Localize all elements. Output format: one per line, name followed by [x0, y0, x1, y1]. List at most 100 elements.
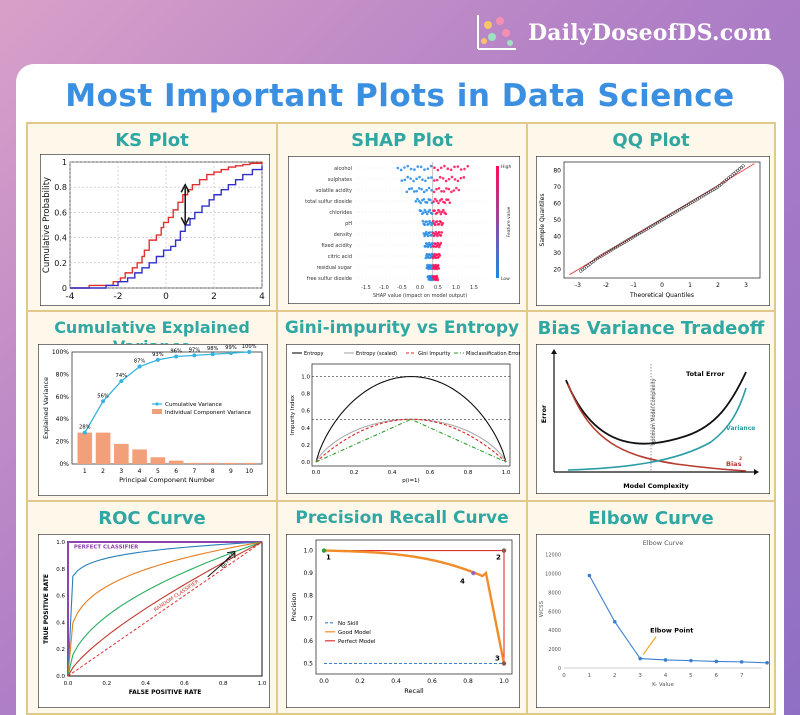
y-tick-label: 100%	[52, 349, 69, 356]
gini-plot: 0.0 0.2 0.4 0.6 0.8 1.0 0.0 0.2 0.4 0.6 0.8 1.0 p(i=…	[286, 344, 520, 494]
shap-point	[437, 267, 441, 270]
elbow-point	[689, 658, 693, 663]
y-axis-label: Sample Quantiles	[539, 194, 546, 247]
shap-point	[447, 187, 451, 191]
shap-point	[436, 168, 440, 172]
annotation-arrow	[642, 636, 657, 655]
shap-point	[430, 188, 433, 192]
arrow-head	[754, 469, 759, 475]
y-axis-label: Explained Variance	[42, 377, 50, 439]
shap-point	[420, 187, 423, 191]
shap-point	[419, 201, 422, 205]
x-tick-label: 1.0	[452, 285, 460, 291]
shap-point	[432, 179, 436, 182]
shap-point	[422, 211, 425, 214]
shap-point	[459, 168, 463, 171]
x-tick-label: 4	[664, 673, 668, 679]
shap-point	[403, 166, 406, 169]
qq-point	[613, 245, 618, 250]
shap-point	[428, 208, 432, 212]
y-tick-label: 80%	[56, 371, 70, 378]
qq-point	[659, 218, 663, 223]
y-tick-label: 0.4	[54, 234, 67, 243]
x-tick-label: 0.8	[464, 470, 473, 476]
shap-point	[445, 187, 448, 190]
x-tick-label: 0.0	[416, 285, 424, 291]
shap-point	[447, 177, 451, 181]
bias-variance-plot: Model Complexity Error Optimum Model Compl…	[536, 344, 770, 494]
x-tick-label: 0.6	[427, 678, 437, 685]
qq-point	[697, 196, 702, 200]
data-label: 56%	[97, 393, 109, 399]
x-tick-label: 5	[689, 673, 693, 679]
y-axis-label: WCSS	[539, 600, 545, 617]
y-tick-label: 0.6	[301, 409, 310, 415]
shap-point	[410, 187, 414, 190]
y-axis-label: Precision	[290, 592, 298, 621]
shap-point	[439, 212, 443, 216]
point-label: 3	[495, 654, 500, 662]
legend-label: Entropy	[304, 351, 323, 357]
x-tick-label: 0	[660, 282, 664, 289]
shap-point	[439, 234, 443, 237]
shap-plot: alcohol sulphates volatile acidity total su…	[288, 156, 520, 304]
qq-point	[602, 252, 607, 256]
qq-point	[653, 222, 658, 226]
x-tick-label: -2	[603, 282, 609, 289]
shap-point	[424, 245, 427, 248]
shap-point	[430, 233, 433, 237]
shap-point	[450, 190, 453, 194]
y-axis-label: TRUE POSITIVE RATE	[43, 574, 50, 644]
x-axis-label: Principal Component Number	[119, 476, 215, 484]
qq-point	[601, 253, 605, 257]
shap-point	[429, 198, 432, 202]
axes-box	[315, 539, 513, 675]
elbow-point	[612, 619, 617, 624]
qq-point	[641, 229, 645, 233]
y-tick-label: 0%	[59, 461, 69, 468]
x-tick-label: 6	[174, 468, 178, 475]
shap-point	[405, 190, 409, 194]
y-tick-label: 1.0	[303, 548, 313, 555]
x-tick-label: 0.0	[312, 470, 321, 476]
y-tick-label: 0.4	[301, 426, 310, 432]
cumulative-point	[210, 352, 215, 357]
shap-point	[456, 179, 460, 183]
shap-point	[432, 190, 436, 194]
y-tick-label: 0.8	[303, 593, 313, 600]
x-tick-label: 5	[156, 468, 160, 475]
y-tick-label: 0.8	[301, 392, 310, 398]
x-tick-label: 0.4	[388, 470, 397, 476]
shap-point	[432, 245, 436, 248]
y-tick-label: 40%	[56, 416, 70, 423]
brand-name: DailyDoseofDS.com	[528, 20, 772, 46]
arrow-head	[180, 217, 190, 227]
shap-point	[436, 278, 440, 282]
x-axis-label: Model Complexity	[623, 482, 689, 490]
colorbar-high: High	[501, 164, 511, 170]
shap-point	[419, 165, 423, 169]
shap-point	[399, 168, 403, 172]
impurity-curve	[315, 418, 507, 463]
data-label: 99%	[225, 345, 237, 351]
variance-bar	[95, 432, 111, 464]
x-tick-label: 3	[638, 673, 642, 679]
cumulative-point	[137, 364, 142, 369]
variance-bar	[223, 462, 239, 464]
cumulative-line	[84, 351, 250, 433]
shap-point	[437, 245, 441, 249]
shap-point	[416, 165, 420, 168]
key-point	[501, 548, 507, 553]
shap-point	[400, 179, 404, 182]
shap-point	[396, 166, 400, 170]
random-line	[67, 541, 263, 677]
shap-point	[441, 221, 445, 225]
elbow-line	[588, 575, 768, 664]
shap-point	[437, 230, 441, 234]
roc-curve	[67, 541, 263, 677]
qq-point	[628, 237, 632, 241]
shap-point	[412, 190, 416, 193]
annotation: PERFECT CLASSIFIER	[74, 545, 139, 551]
y-axis-label: Cumulative Probability	[42, 177, 52, 273]
shap-point	[459, 176, 463, 180]
